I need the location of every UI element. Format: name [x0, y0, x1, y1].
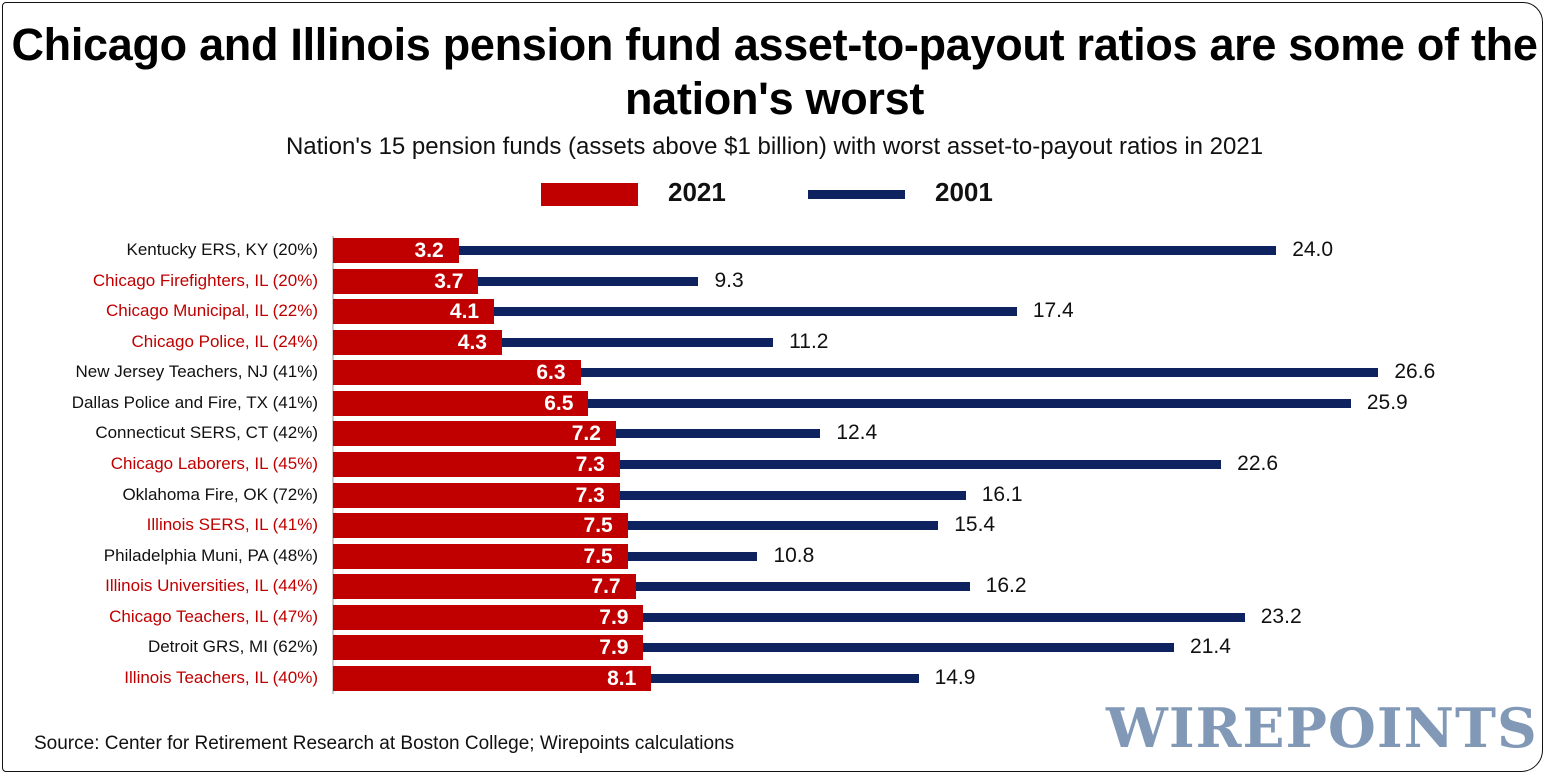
- value-label-2021: 3.2: [414, 239, 444, 262]
- bar-2021: [333, 513, 628, 539]
- bar-2001: [501, 337, 774, 347]
- value-label-2001: 24.0: [1292, 238, 1334, 261]
- bar-2021: [333, 390, 589, 416]
- value-label-2001: 21.4: [1190, 635, 1231, 659]
- category-label: Connecticut SERS, CT (42%): [95, 423, 318, 443]
- value-label-2001: 14.9: [934, 665, 976, 689]
- category-label: Illinois SERS, IL (41%): [146, 515, 318, 535]
- bar-2021: [333, 451, 620, 477]
- bar-2001: [478, 276, 699, 286]
- bar-2001: [588, 398, 1351, 408]
- bar-2001: [643, 612, 1245, 622]
- bar-2021: [333, 665, 652, 691]
- value-label-2021: 7.5: [583, 544, 613, 568]
- value-label-2001: 9.3: [714, 268, 744, 292]
- bar-2021: [333, 299, 495, 325]
- bar-2001: [627, 551, 758, 561]
- category-label: Dallas Police and Fire, TX (41%): [71, 392, 318, 412]
- bar-2021: [333, 329, 502, 355]
- value-label-2001: 11.2: [789, 329, 829, 353]
- category-label: Kentucky ERS, KY (20%): [126, 240, 319, 259]
- bar-2021: [333, 268, 479, 294]
- bar-2001: [651, 673, 919, 683]
- value-label-2021: 7.9: [599, 605, 629, 629]
- value-label-2021: 6.5: [544, 391, 574, 415]
- category-label: Illinois Teachers, IL (40%): [124, 667, 318, 687]
- value-label-2001: 10.8: [773, 543, 815, 567]
- value-label-2021: 7.5: [583, 514, 613, 538]
- category-label: Chicago Laborers, IL (45%): [110, 453, 318, 473]
- chart-title: Chicago and Illinois pension fund asset-…: [11, 19, 1538, 124]
- value-label-2001: 16.2: [985, 574, 1027, 598]
- bar-2001: [458, 246, 1277, 255]
- value-label-2001: 17.4: [1032, 299, 1074, 323]
- bar-2021: [333, 543, 628, 569]
- bar-2001: [619, 459, 1222, 469]
- value-label-2021: 7.7: [591, 575, 621, 599]
- category-label: Philadelphia Muni, PA (48%): [103, 545, 318, 565]
- value-label-2001: 16.1: [981, 482, 1023, 506]
- value-label-2021: 6.3: [536, 361, 566, 385]
- value-label-2021: 4.1: [449, 300, 480, 324]
- category-label: Oklahoma Fire, OK (72%): [122, 484, 318, 504]
- category-label: Illinois Universities, IL (44%): [105, 576, 318, 596]
- value-label-2021: 7.3: [575, 483, 605, 507]
- value-label-2001: 26.6: [1394, 360, 1436, 384]
- bar-2001: [635, 582, 970, 592]
- category-label: Chicago Firefighters, IL (20%): [92, 270, 318, 290]
- legend-label-2001: 2001: [935, 177, 993, 207]
- value-label-2021: 7.3: [575, 452, 605, 476]
- legend-swatch-2021: [541, 183, 638, 206]
- y-axis-line: [332, 236, 334, 694]
- bar-2021: [333, 604, 644, 630]
- bar-2001: [494, 307, 1017, 317]
- value-label-2021: 3.7: [434, 269, 464, 293]
- value-label-2021: 4.3: [457, 330, 487, 354]
- wirepoints-logo: WIREPOINTS: [1106, 696, 1538, 760]
- value-label-2021: 7.9: [599, 636, 629, 660]
- category-label: Chicago Municipal, IL (22%): [106, 301, 318, 321]
- bar-2001: [643, 643, 1175, 653]
- bar-2021: [333, 574, 636, 600]
- legend-swatch-2001: [808, 190, 905, 199]
- bar-2001: [619, 490, 966, 500]
- bar-2021: [333, 360, 581, 386]
- category-label: Chicago Police, IL (24%): [131, 331, 318, 351]
- category-label: New Jersey Teachers, NJ (41%): [75, 362, 319, 382]
- bar-2021: [333, 482, 620, 508]
- value-label-2001: 12.4: [836, 421, 878, 445]
- bar-2021: [333, 238, 459, 263]
- legend-label-2021: 2021: [668, 177, 726, 207]
- bar-2021: [333, 421, 616, 447]
- bar-2001: [615, 429, 821, 439]
- bar-2001: [627, 521, 939, 531]
- value-label-2001: 15.4: [954, 513, 996, 537]
- source-note: Source: Center for Retirement Research a…: [34, 733, 735, 754]
- category-label: Chicago Teachers, IL (47%): [109, 606, 318, 626]
- bar-2001: [580, 368, 1379, 378]
- value-label-2021: 8.1: [607, 666, 637, 690]
- value-label-2001: 22.6: [1237, 451, 1279, 475]
- value-label-2001: 23.2: [1260, 604, 1302, 628]
- bar-2021: [333, 635, 644, 661]
- chart-subtitle: Nation's 15 pension funds (assets above …: [285, 133, 1264, 160]
- category-label: Detroit GRS, MI (62%): [147, 637, 318, 657]
- value-label-2001: 25.9: [1366, 390, 1408, 414]
- value-label-2021: 7.2: [571, 422, 601, 446]
